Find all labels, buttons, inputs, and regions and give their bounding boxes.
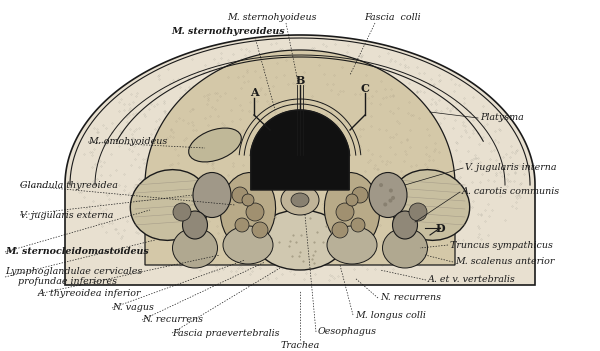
Text: M. scalenus anterior: M. scalenus anterior — [455, 258, 554, 266]
Text: Truncus sympathicus: Truncus sympathicus — [450, 240, 553, 250]
Text: Lymphoglandulae cervicales: Lymphoglandulae cervicales — [5, 267, 142, 277]
Text: N. recurrens: N. recurrens — [142, 316, 203, 325]
Polygon shape — [251, 110, 349, 190]
Text: V. jugularis externa: V. jugularis externa — [20, 211, 113, 219]
Ellipse shape — [383, 228, 427, 268]
Circle shape — [242, 194, 254, 206]
Text: V. jugularis interna: V. jugularis interna — [465, 164, 557, 172]
Text: Platysma: Platysma — [480, 113, 524, 122]
Ellipse shape — [220, 173, 275, 247]
Circle shape — [173, 203, 191, 221]
Text: A: A — [250, 87, 259, 99]
Ellipse shape — [193, 172, 231, 218]
Circle shape — [336, 203, 354, 221]
Circle shape — [246, 203, 264, 221]
Polygon shape — [65, 35, 535, 285]
Circle shape — [389, 188, 393, 192]
Text: Glandula thyreoidea: Glandula thyreoidea — [20, 180, 118, 190]
Text: profundae inferiores: profundae inferiores — [18, 278, 117, 286]
Text: N. recurrens: N. recurrens — [380, 293, 441, 303]
Ellipse shape — [391, 170, 470, 240]
Ellipse shape — [369, 172, 407, 218]
Text: A. et v. vertebralis: A. et v. vertebralis — [428, 276, 516, 285]
Text: M. sternohyoideus: M. sternohyoideus — [227, 13, 317, 22]
Ellipse shape — [255, 210, 345, 270]
Circle shape — [332, 222, 348, 238]
Ellipse shape — [392, 211, 418, 239]
Circle shape — [235, 218, 249, 232]
Polygon shape — [145, 50, 455, 265]
Ellipse shape — [325, 173, 380, 247]
Ellipse shape — [188, 128, 241, 162]
Text: Oesophagus: Oesophagus — [318, 327, 377, 337]
Circle shape — [379, 183, 383, 187]
Circle shape — [252, 222, 268, 238]
Circle shape — [409, 203, 427, 221]
Text: C: C — [361, 82, 370, 93]
Ellipse shape — [182, 211, 208, 239]
Text: N. vagus: N. vagus — [112, 304, 154, 312]
Circle shape — [232, 187, 248, 203]
Text: A. thyreoidea inferior: A. thyreoidea inferior — [38, 290, 142, 298]
Text: D: D — [435, 223, 445, 233]
Text: M. longus colli: M. longus colli — [355, 311, 426, 319]
Ellipse shape — [327, 226, 377, 264]
Text: B: B — [295, 74, 305, 86]
Text: Trachea: Trachea — [280, 340, 320, 350]
Ellipse shape — [173, 228, 218, 268]
Ellipse shape — [291, 193, 309, 207]
Circle shape — [351, 218, 365, 232]
Ellipse shape — [130, 170, 209, 240]
Text: Fascia  colli: Fascia colli — [364, 13, 421, 22]
Circle shape — [352, 187, 368, 203]
Text: Fascia praevertebralis: Fascia praevertebralis — [172, 329, 280, 338]
Ellipse shape — [281, 185, 319, 215]
Circle shape — [383, 203, 387, 206]
Text: M. sternothyreoideus: M. sternothyreoideus — [171, 27, 285, 37]
Ellipse shape — [223, 226, 273, 264]
Circle shape — [391, 196, 395, 200]
Circle shape — [388, 199, 392, 203]
Text: M. sternocleidomastoideus: M. sternocleidomastoideus — [5, 247, 149, 257]
Text: A. carotis communis: A. carotis communis — [462, 187, 560, 197]
Circle shape — [346, 194, 358, 206]
Text: M. omohyoideus: M. omohyoideus — [88, 138, 167, 146]
